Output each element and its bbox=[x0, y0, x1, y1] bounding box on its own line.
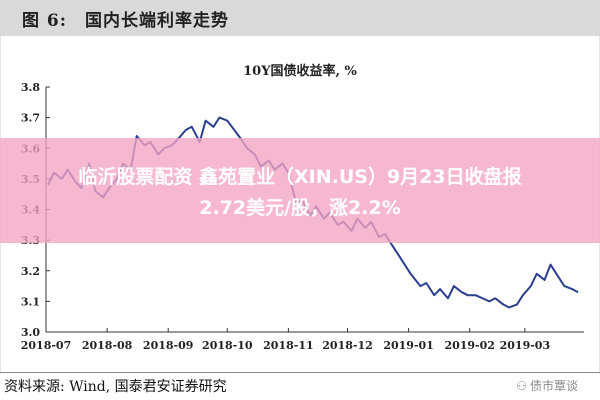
x-tick-label: 2019-01 bbox=[383, 339, 434, 352]
y-tick-label: 3.8 bbox=[21, 81, 40, 94]
x-tick-label: 2019-03 bbox=[500, 339, 551, 352]
figure-title: 图 6: 国内长端利率走势 bbox=[22, 6, 229, 31]
figure-source: 资料来源: Wind, 国泰君安证券研究 bbox=[4, 379, 227, 395]
x-tick-label: 2018-07 bbox=[21, 339, 72, 352]
x-tick-label: 2018-10 bbox=[202, 339, 253, 352]
x-axis: 2018-07 2018-08 2018-09 2018-10 2018-11 2018-… bbox=[21, 328, 584, 352]
figure-label: 图 6: bbox=[22, 11, 68, 31]
figure-header: 图 6: 国内长端利率走势 bbox=[0, 0, 600, 36]
overlay-banner: 临沂股票配资 鑫苑置业（XIN.US）9月23日收盘报 2.72美元/股，涨2.… bbox=[0, 138, 600, 243]
x-tick-label: 2018-11 bbox=[263, 339, 314, 352]
x-tick-label: 2019-02 bbox=[444, 339, 495, 352]
y-tick-label: 3.7 bbox=[21, 112, 40, 125]
y-tick-label: 3.2 bbox=[21, 265, 40, 278]
x-tick-label: 2018-09 bbox=[143, 339, 194, 352]
banner-line-1: 临沂股票配资 鑫苑置业（XIN.US）9月23日收盘报 bbox=[78, 166, 522, 188]
banner-line-2: 2.72美元/股，涨2.2% bbox=[199, 197, 401, 219]
figure-title-text: 国内长端利率走势 bbox=[85, 11, 230, 31]
watermark: ⚇ 债市覃谈 bbox=[516, 377, 578, 394]
x-tick-label: 2018-12 bbox=[322, 339, 373, 352]
chart-title: 10Y国债收益率, % bbox=[243, 63, 357, 79]
y-tick-label: 3.1 bbox=[21, 295, 40, 308]
source-divider bbox=[0, 372, 600, 373]
banner-text: 临沂股票配资 鑫苑置业（XIN.US）9月23日收盘报 2.72美元/股，涨2.… bbox=[0, 162, 600, 224]
watermark-text: 债市覃谈 bbox=[529, 379, 578, 393]
wechat-icon: ⚇ bbox=[516, 379, 527, 393]
y-tick-label: 3.0 bbox=[21, 326, 40, 339]
x-tick-label: 2018-08 bbox=[82, 339, 133, 352]
